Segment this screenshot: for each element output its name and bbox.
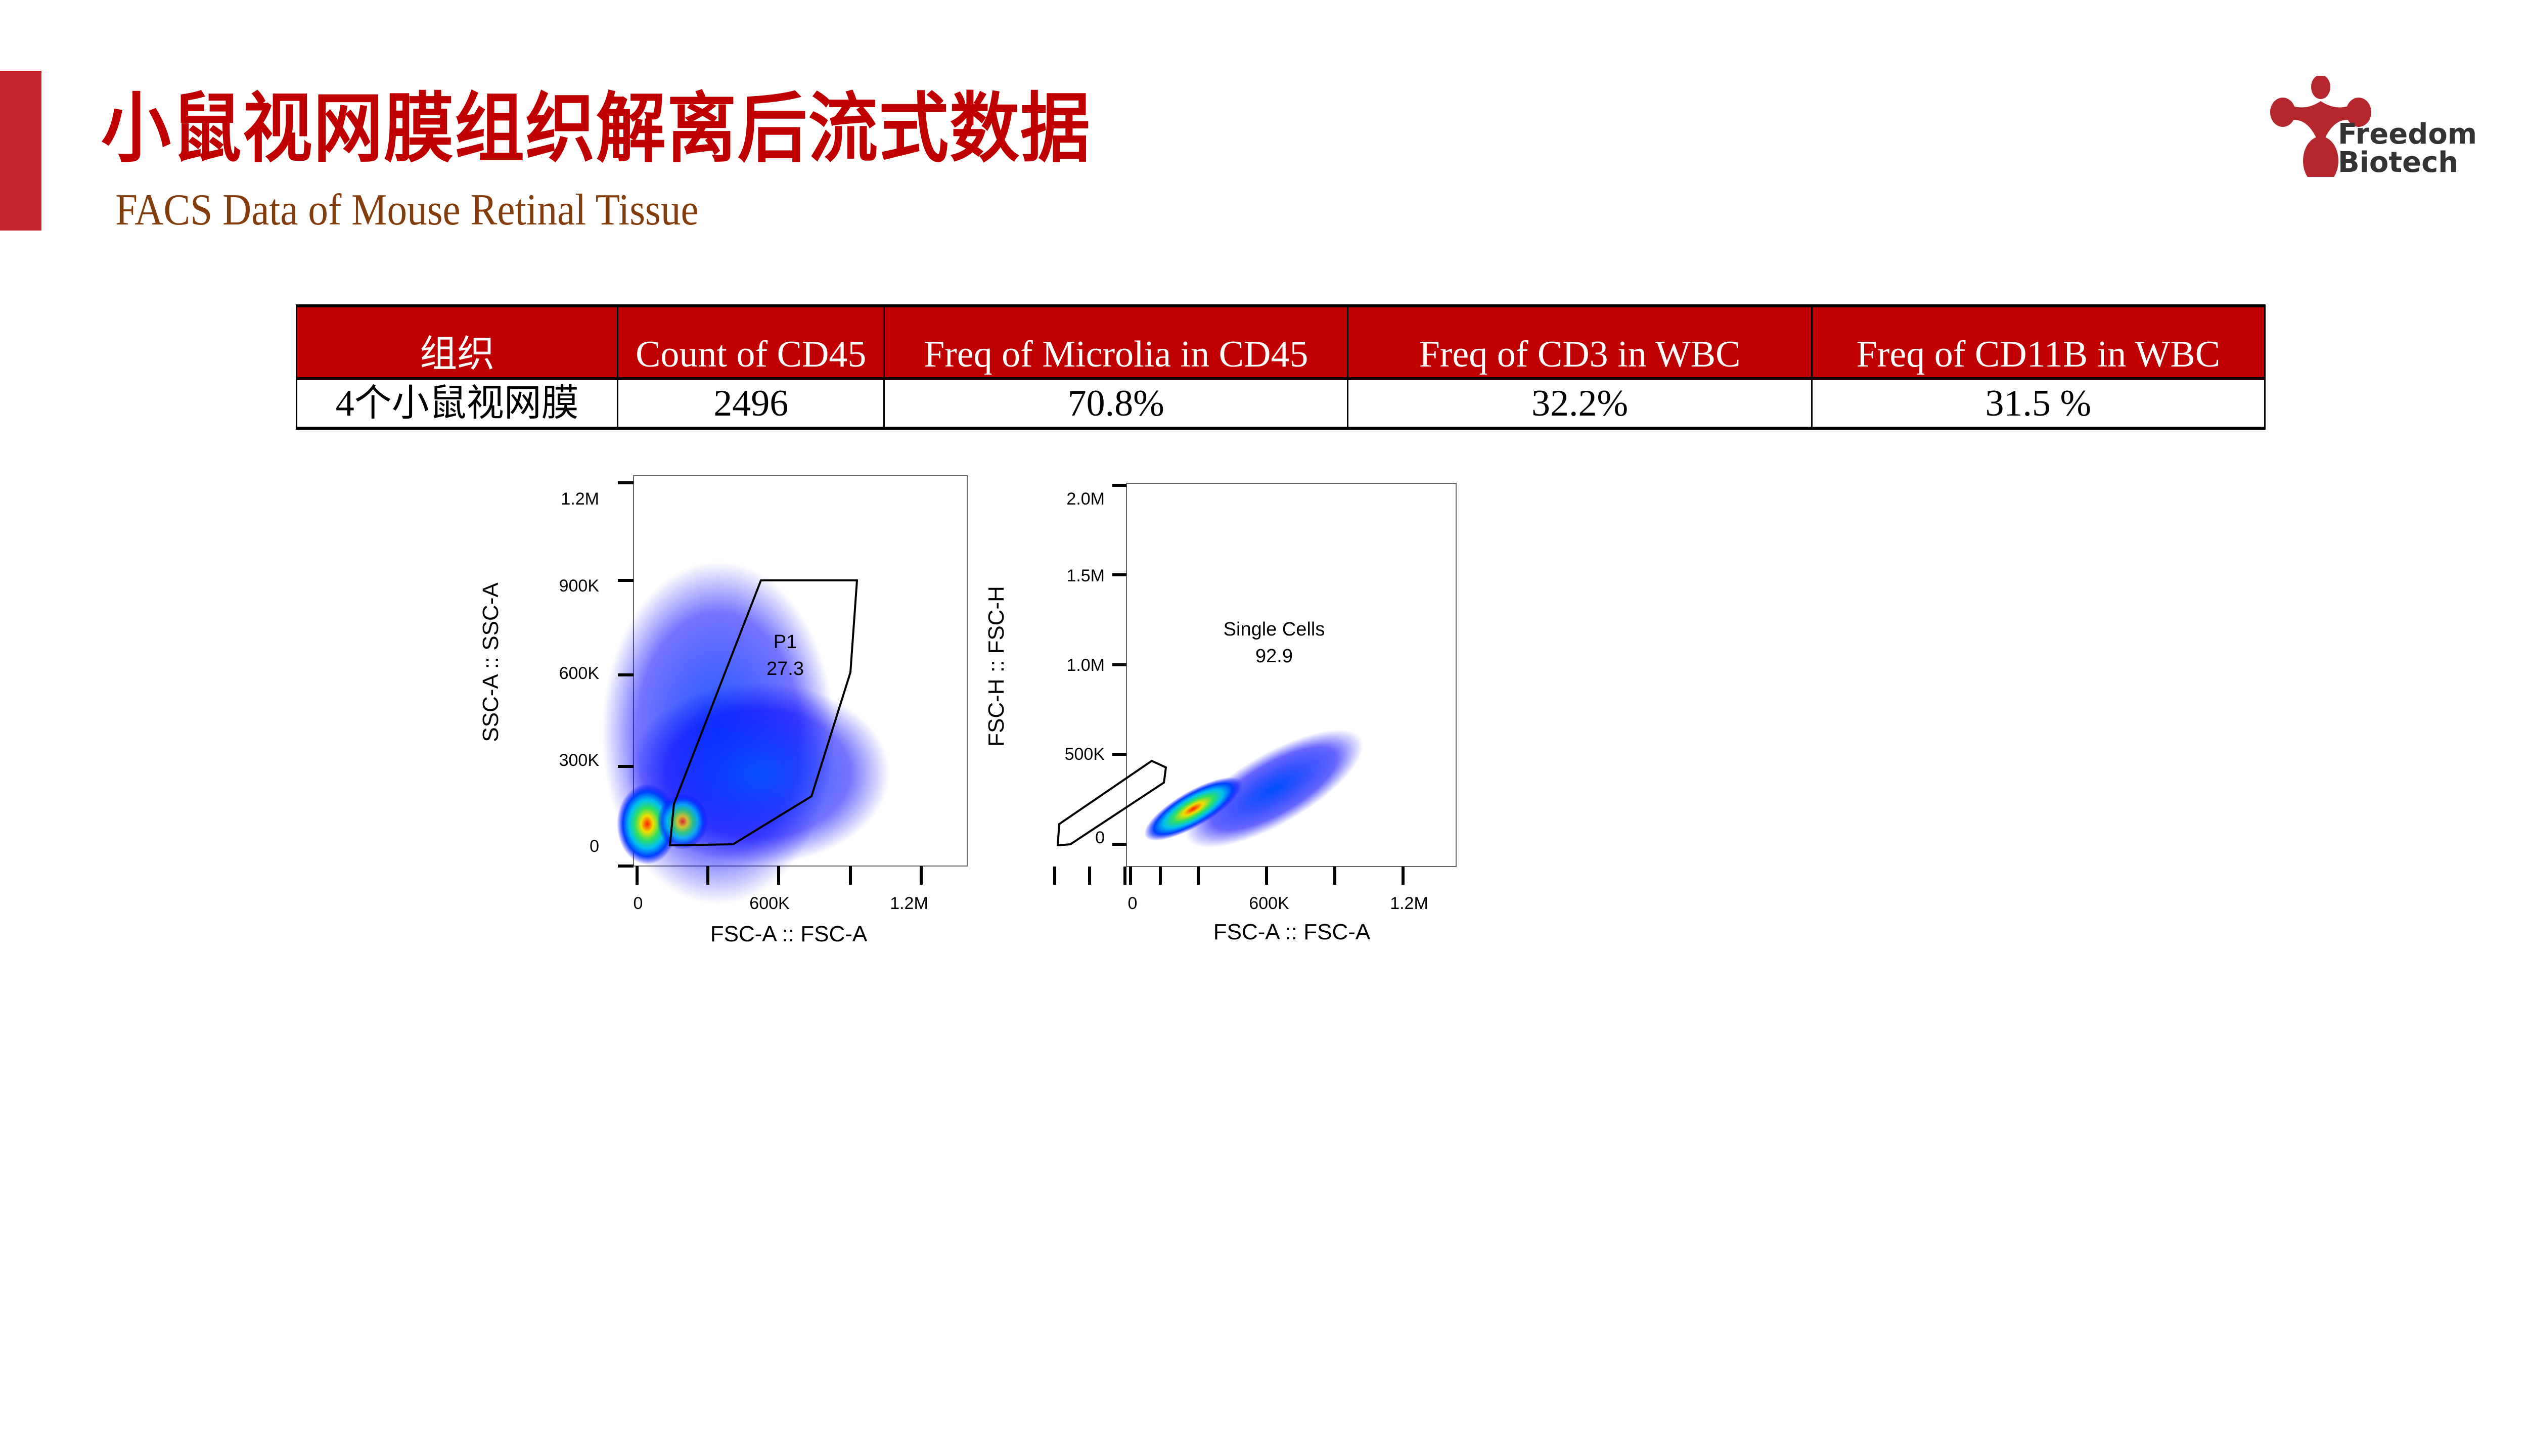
table-cell: 31.5 % [1811, 378, 2266, 429]
y-axis-label: FSC-H :: FSC-H [984, 586, 1009, 747]
y-tick: 0 [590, 837, 599, 856]
table-header-cell: 组织 [295, 305, 619, 380]
table-cell: 4个小鼠视网膜 [295, 378, 619, 429]
logo-line1: Freedom [2338, 118, 2477, 151]
y-tick: 0 [1095, 828, 1105, 847]
y-tick: 300K [559, 751, 600, 770]
page-subtitle: FACS Data of Mouse Retinal Tissue [115, 186, 699, 235]
x-tick: 600K [749, 894, 790, 913]
gate-value-p1: 27.3 [766, 658, 804, 679]
table-header-row: 组织 Count of CD45 Freq of Microlia in CD4… [295, 305, 2266, 380]
table-header-cell: Freq of CD11B in WBC [1811, 305, 2266, 380]
logo-line2: Biotech [2338, 146, 2459, 179]
page-title: 小鼠视网膜组织解离后流式数据 [101, 85, 1091, 173]
plot-ssc-vs-fsc: P1 27.3 1.2M 900K 600K 300K 0 0 600K 1.2… [478, 475, 968, 946]
x-axis-label: FSC-A :: FSC-A [710, 922, 868, 946]
table-header-cell: Freq of CD3 in WBC [1347, 305, 1813, 380]
table-cell: 70.8% [883, 378, 1349, 429]
y-tick: 600K [559, 664, 600, 683]
x-tick: 600K [1249, 894, 1289, 913]
y-tick: 500K [1065, 745, 1105, 764]
freedom-biotech-logo-icon [2270, 76, 2371, 177]
gate-value-single-cells: 92.9 [1255, 646, 1293, 667]
y-tick: 900K [559, 576, 600, 596]
y-axis-label: SSC-A :: SSC-A [478, 582, 503, 742]
x-tick: 1.2M [1390, 894, 1428, 913]
y-tick: 2.0M [1066, 489, 1105, 509]
x-tick: 1.2M [890, 894, 928, 913]
x-axis-label: FSC-A :: FSC-A [1213, 920, 1371, 944]
logo-text: Freedom Biotech [2338, 120, 2477, 177]
table-cell: 32.2% [1347, 378, 1813, 429]
table-cell: 2496 [617, 378, 885, 429]
y-tick: 1.0M [1066, 656, 1105, 675]
table-header-cell: Count of CD45 [617, 305, 885, 380]
accent-bar [0, 71, 41, 231]
y-tick: 1.2M [561, 489, 599, 509]
table-header-cell: Freq of Microlia in CD45 [883, 305, 1349, 380]
gate-label-single-cells: Single Cells [1224, 619, 1325, 640]
x-tick: 0 [634, 894, 643, 913]
gate-label-p1: P1 [774, 631, 797, 653]
plot-livedead-vs-cd45 [1637, 478, 1960, 670]
summary-table: 组织 Count of CD45 Freq of Microlia in CD4… [295, 304, 2266, 430]
x-tick: 0 [1128, 894, 1138, 913]
table-row: 4个小鼠视网膜 2496 70.8% 32.2% 31.5 % [295, 378, 2266, 429]
plot-fsch-vs-fsca: Single Cells 92.9 2.0M 1.5M 1.0M 500K 0 … [984, 483, 1457, 944]
y-tick: 1.5M [1066, 566, 1105, 585]
